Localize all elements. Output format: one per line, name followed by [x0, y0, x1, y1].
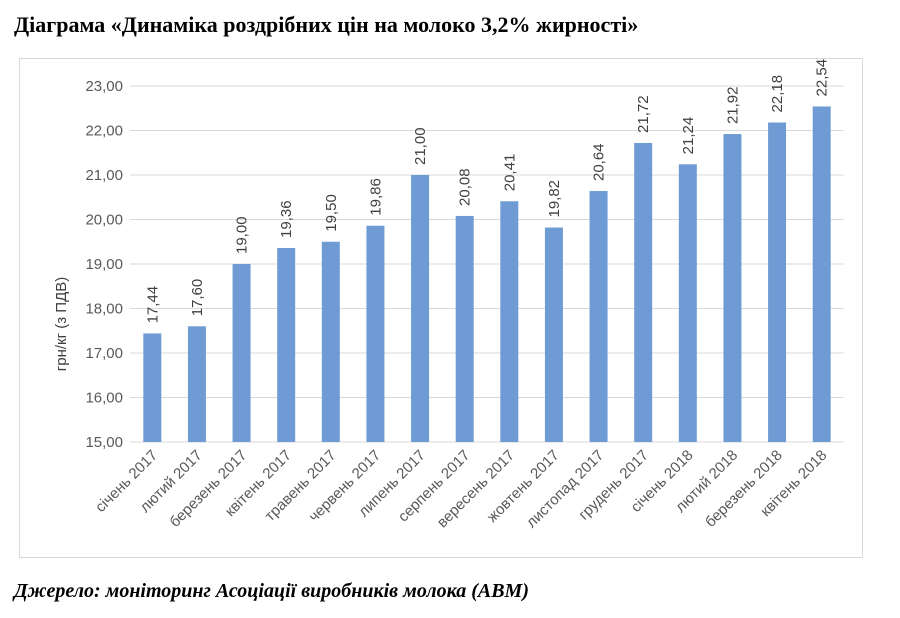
data-labels: 17,44 17,60 19,00 19,36 19,50 19,86 21,00 20,08…	[144, 59, 830, 323]
y-tick-label: 22,00	[85, 123, 123, 140]
data-label: 17,44	[144, 286, 161, 324]
data-label: 17,60	[189, 279, 206, 317]
y-tick-label: 23,00	[85, 78, 123, 95]
y-tick-label: 21,00	[85, 167, 123, 184]
y-tick-label: 16,00	[85, 390, 123, 407]
data-label: 20,41	[501, 154, 518, 192]
bar	[277, 247, 296, 442]
data-label: 21,92	[724, 87, 741, 125]
x-tick-label: листопад 2017	[523, 447, 607, 531]
data-label: 20,08	[457, 168, 474, 206]
x-tick-label: вересень 2017	[434, 447, 518, 531]
bar	[589, 191, 608, 442]
bar	[500, 201, 519, 442]
bar	[812, 106, 831, 442]
data-label: 21,24	[680, 117, 697, 155]
data-label: 21,00	[412, 127, 429, 165]
data-label: 20,64	[591, 143, 608, 181]
bar	[768, 122, 787, 443]
bar	[187, 326, 206, 442]
bar	[678, 164, 697, 442]
bars	[143, 106, 831, 443]
data-label: 19,82	[546, 180, 563, 218]
source-note: Джерело: моніторинг Асоціації виробників…	[14, 580, 529, 602]
data-label: 19,86	[367, 178, 384, 216]
data-label: 19,36	[278, 200, 295, 238]
y-tick-label: 17,00	[85, 345, 123, 362]
y-tick-label: 18,00	[85, 301, 123, 318]
bar	[411, 175, 430, 442]
chart-area: 15,00 16,00 17,00 18,00 19,00 20,00 21,00 22,00…	[19, 58, 863, 558]
y-tick-label: 15,00	[85, 434, 123, 451]
bar	[366, 225, 385, 442]
y-tick-label: 20,00	[85, 212, 123, 229]
bar	[143, 333, 162, 442]
data-label: 22,54	[814, 59, 831, 96]
data-label: 19,50	[323, 194, 340, 232]
bar	[321, 241, 340, 442]
y-axis-ticks: 15,00 16,00 17,00 18,00 19,00 20,00 21,00 22,00…	[85, 78, 123, 451]
bar	[634, 142, 653, 442]
data-label: 22,18	[769, 75, 786, 113]
bar	[544, 227, 563, 442]
bar-chart: 15,00 16,00 17,00 18,00 19,00 20,00 21,00 22,00…	[53, 59, 844, 531]
bar	[723, 134, 742, 442]
y-axis-label: грн/кг (з ПДВ)	[53, 277, 70, 371]
bar	[232, 264, 251, 442]
y-tick-label: 19,00	[85, 256, 123, 273]
x-tick-label: березень 2018	[702, 447, 786, 531]
x-tick-label: березень 2017	[166, 447, 250, 531]
bar	[455, 215, 474, 442]
chart-heading: Діаграма «Динаміка роздрібних цін на мол…	[14, 12, 639, 37]
data-label: 21,72	[635, 95, 652, 133]
data-label: 19,00	[234, 216, 251, 254]
